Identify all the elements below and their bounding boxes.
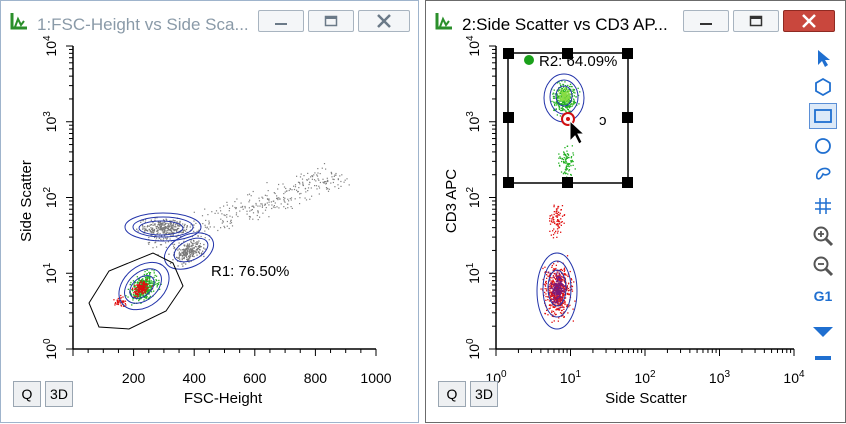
minimize-icon	[700, 23, 712, 25]
freehand-gate-tool[interactable]	[809, 161, 837, 187]
close-icon	[802, 14, 816, 28]
close-button[interactable]	[358, 10, 410, 32]
gate-g1-tool[interactable]: G1	[813, 288, 833, 304]
gate-fragment-text: ɔ	[599, 112, 607, 129]
x-tick-label: 101	[560, 369, 582, 386]
y-tick-label: 102	[465, 186, 482, 208]
density-contours	[118, 212, 215, 311]
close-icon	[377, 14, 391, 28]
3d-button[interactable]: 3D	[470, 381, 498, 407]
y-tick-label: 104	[465, 35, 482, 57]
minimize-button[interactable]	[258, 10, 304, 32]
maximize-icon	[324, 15, 338, 27]
gate-r1-label: R1: 76.50%	[211, 263, 290, 280]
zoom-in-tool[interactable]	[809, 223, 837, 249]
gate-resize-handles[interactable]	[503, 48, 633, 188]
cursor-icon	[561, 112, 586, 145]
dropdown-tool[interactable]	[809, 319, 837, 345]
x-axis-label: FSC-Height	[184, 390, 263, 407]
q-button[interactable]: Q	[13, 381, 41, 407]
freehand-icon	[815, 167, 831, 180]
y-tick-label: 100	[42, 338, 59, 360]
gate-toolbar: G1	[805, 41, 841, 371]
plot-app-icon	[10, 13, 27, 30]
y-tick-label: 101	[465, 262, 482, 284]
ellipse-icon	[815, 138, 831, 154]
y-tick-label: 103	[465, 111, 482, 133]
window-title: 1:FSC-Height vs Side Sca...	[37, 15, 249, 34]
triangle-down-icon	[813, 327, 833, 337]
collapse-tool[interactable]	[809, 345, 837, 371]
y-tick-label: 103	[42, 111, 59, 133]
maximize-button[interactable]	[733, 10, 779, 32]
y-tick-label: 104	[42, 35, 59, 57]
window-titlebar[interactable]: 1:FSC-Height vs Side Sca...	[1, 1, 418, 39]
zoom-in-icon	[813, 226, 834, 247]
quadrant-gate-tool[interactable]	[809, 193, 837, 219]
zoom-out-tool[interactable]	[809, 253, 837, 279]
y-axis-label: CD3 APC	[443, 169, 460, 233]
gate-r1-polygon[interactable]	[88, 252, 184, 330]
rectangle-icon	[814, 109, 832, 123]
gate-r2-label: R2: 64.09%	[539, 53, 617, 70]
x-tick-label: 800	[304, 370, 328, 386]
q-button[interactable]: Q	[438, 381, 466, 407]
polygon-icon	[815, 77, 831, 97]
x-tick-label: 103	[709, 369, 731, 386]
minimize-button[interactable]	[683, 10, 729, 32]
close-button[interactable]	[783, 10, 835, 32]
gate-r2-color-dot	[524, 55, 534, 65]
x-tick-label: 104	[783, 369, 805, 386]
event-dots	[113, 163, 350, 307]
window-side-scatter-vs-cd3: 2:Side Scatter vs CD3 AP... 100 101 102 103…	[425, 0, 846, 423]
x-tick-label: 400	[183, 370, 207, 386]
window-title: 2:Side Scatter vs CD3 AP...	[462, 15, 668, 34]
pointer-tool[interactable]	[809, 45, 837, 71]
zoom-out-icon	[813, 256, 834, 277]
minimize-icon	[275, 23, 287, 25]
rectangle-gate-tool[interactable]	[809, 103, 837, 129]
dot-plot-fsc-side-scatter[interactable]: 200 400 600 800 1000 100 101 102 103 104 Side Sca…	[1, 1, 420, 424]
x-axis-label: Side Scatter	[605, 390, 687, 407]
y-tick-label: 101	[42, 262, 59, 284]
plot-app-icon	[435, 13, 452, 30]
quadrant-icon	[815, 198, 831, 214]
window-fsc-vs-side-scatter: 1:FSC-Height vs Side Sca... 200 400 600 800…	[0, 0, 419, 423]
y-tick-label: 102	[42, 186, 59, 208]
window-titlebar[interactable]: 2:Side Scatter vs CD3 AP...	[426, 1, 845, 39]
3d-button[interactable]: 3D	[45, 381, 73, 407]
ellipse-gate-tool[interactable]	[809, 133, 837, 159]
maximize-icon	[749, 15, 763, 27]
arrow-pointer-icon	[818, 50, 830, 67]
polygon-gate-tool[interactable]	[809, 74, 837, 100]
y-tick-label: 100	[465, 338, 482, 360]
maximize-button[interactable]	[308, 10, 354, 32]
x-tick-label: 1000	[360, 370, 391, 386]
y-axis-label: Side Scatter	[18, 160, 35, 242]
x-tick-label: 102	[634, 369, 656, 386]
x-tick-label: 600	[243, 370, 267, 386]
axis-ticks: 200 400 600 800 1000 100 101 102 103 104	[42, 35, 392, 386]
x-tick-label: 200	[122, 370, 146, 386]
dash-icon	[815, 356, 831, 360]
